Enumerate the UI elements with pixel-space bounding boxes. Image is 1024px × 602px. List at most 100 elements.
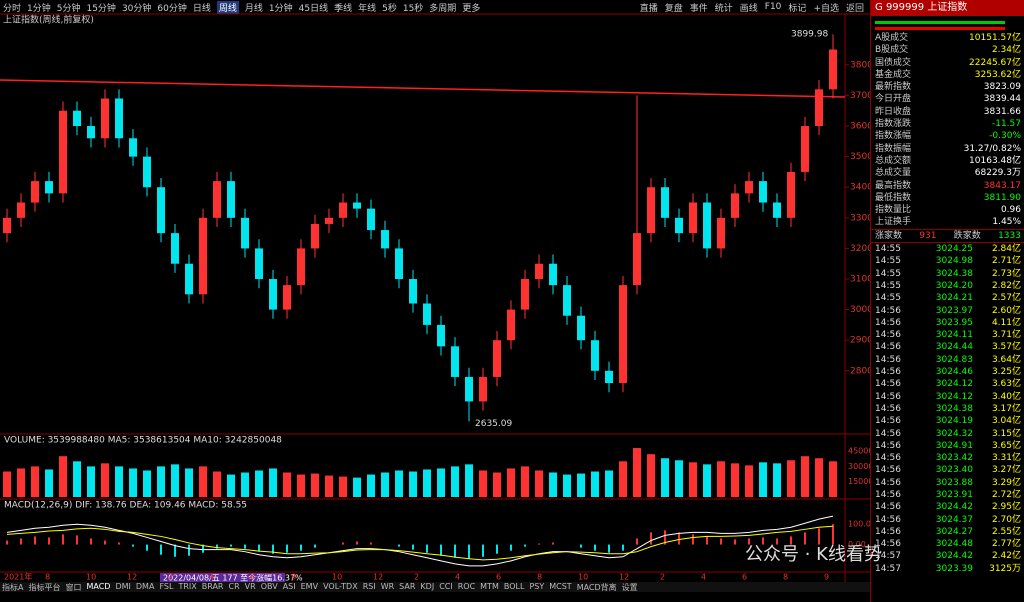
tab[interactable]: MTM bbox=[480, 582, 499, 591]
tick-row: 14:56 3023.91 2.72亿 bbox=[871, 489, 1024, 501]
tab[interactable]: SAR bbox=[399, 582, 416, 591]
tick-time: 14:55 bbox=[875, 293, 901, 304]
volume-bar bbox=[367, 474, 375, 497]
tool-button[interactable]: +自选 bbox=[813, 3, 839, 14]
period-button[interactable]: 季线 bbox=[334, 3, 353, 14]
tab[interactable]: PSY bbox=[529, 582, 545, 591]
tick-row: 14:56 3024.46 3.25亿 bbox=[871, 366, 1024, 378]
tab[interactable]: DMA bbox=[135, 582, 155, 591]
tick-volume: 4.11亿 bbox=[991, 317, 1021, 328]
candle-body bbox=[353, 202, 361, 209]
volume-bar bbox=[773, 463, 781, 497]
period-button[interactable]: 30分钟 bbox=[121, 3, 152, 14]
period-button[interactable]: 5秒 bbox=[382, 3, 397, 14]
tool-button[interactable]: 事件 bbox=[689, 3, 708, 14]
tick-volume: 2.60亿 bbox=[991, 305, 1021, 316]
period-button[interactable]: 年线 bbox=[358, 3, 377, 14]
tick-price: 3024.21 bbox=[935, 293, 973, 304]
candle-body bbox=[717, 217, 725, 249]
tab[interactable]: VR bbox=[244, 582, 256, 591]
tick-volume: 3.40亿 bbox=[991, 391, 1021, 402]
candle-body bbox=[801, 126, 809, 172]
stat-value: 1.45% bbox=[992, 217, 1021, 228]
tool-button[interactable]: 统计 bbox=[714, 3, 733, 14]
stat-value: 10151.57亿 bbox=[969, 33, 1021, 43]
period-button[interactable]: 周线 bbox=[216, 0, 239, 14]
period-button[interactable]: 分时 bbox=[3, 3, 22, 14]
tab[interactable]: CR bbox=[228, 582, 240, 591]
period-button[interactable]: 月线 bbox=[244, 3, 263, 14]
period-button[interactable]: 更多 bbox=[462, 3, 481, 14]
tool-button[interactable]: F10 bbox=[764, 2, 782, 12]
tab[interactable]: BOLL bbox=[503, 582, 525, 591]
stat-value: 10163.48亿 bbox=[969, 155, 1021, 166]
volume-tick-label: 15000 bbox=[848, 477, 870, 486]
stat-row: B股成交 2.34亿 bbox=[871, 44, 1024, 56]
volume-bar bbox=[479, 470, 487, 497]
dif-line bbox=[6, 515, 834, 567]
x-tick-label: 8 bbox=[783, 573, 788, 582]
tick-price: 3024.11 bbox=[935, 330, 973, 341]
stat-value: 31.27/0.82% bbox=[963, 143, 1021, 154]
period-button[interactable]: 60分钟 bbox=[157, 3, 187, 14]
tab[interactable]: RSI bbox=[362, 582, 376, 591]
candle-body bbox=[563, 285, 571, 316]
period-button[interactable]: 日线 bbox=[192, 3, 211, 14]
period-button[interactable]: 5分钟 bbox=[56, 3, 81, 14]
period-button[interactable]: 15分钟 bbox=[86, 3, 116, 14]
tab[interactable]: OBV bbox=[260, 582, 278, 591]
tick-price: 3024.46 bbox=[935, 367, 973, 378]
tick-volume: 2.95亿 bbox=[991, 502, 1021, 513]
tab[interactable]: EMV bbox=[300, 582, 319, 591]
period-button[interactable]: 1分钟 bbox=[268, 3, 293, 14]
tool-button[interactable]: 直播 bbox=[639, 3, 658, 14]
period-button[interactable]: 45日线 bbox=[298, 3, 329, 14]
period-button[interactable]: 15秒 bbox=[402, 3, 424, 14]
volume-bar bbox=[45, 469, 53, 497]
tab[interactable]: MACD背离 bbox=[576, 583, 617, 592]
candle-body bbox=[129, 138, 137, 157]
tab[interactable]: ROC bbox=[457, 582, 476, 591]
volume-bar bbox=[717, 461, 725, 497]
candle-body bbox=[157, 187, 165, 234]
tab[interactable]: FSL bbox=[159, 582, 174, 591]
tab[interactable]: BRAR bbox=[201, 582, 224, 591]
y-tick-label: 3200 bbox=[850, 244, 870, 254]
volume-bar bbox=[17, 468, 25, 497]
candle-body bbox=[577, 315, 585, 341]
tab[interactable]: DMI bbox=[115, 582, 131, 591]
tab[interactable]: MACD bbox=[86, 582, 111, 591]
tab[interactable]: CCI bbox=[439, 582, 453, 591]
tab[interactable]: WR bbox=[380, 582, 395, 591]
y-tick-label: 3700 bbox=[850, 91, 870, 101]
tool-button[interactable]: 画线 bbox=[739, 3, 758, 14]
period-button[interactable]: 多周期 bbox=[429, 3, 457, 14]
volume-bar bbox=[73, 461, 81, 497]
volume-bar bbox=[605, 470, 613, 497]
candle-body bbox=[339, 202, 347, 218]
tick-row: 14:56 3024.44 3.57亿 bbox=[871, 341, 1024, 353]
stat-label: A股成交 bbox=[875, 33, 909, 43]
tick-row: 14:56 3024.11 3.71亿 bbox=[871, 329, 1024, 341]
tab[interactable]: 窗口 bbox=[65, 583, 82, 592]
stat-value: 3253.62亿 bbox=[974, 69, 1021, 80]
tool-button[interactable]: 标记 bbox=[788, 3, 807, 14]
volume-bar bbox=[451, 466, 459, 497]
tab[interactable]: ASI bbox=[282, 582, 296, 591]
tab[interactable]: VOL-TDX bbox=[323, 582, 358, 591]
tool-button[interactable]: 返回 bbox=[845, 3, 864, 14]
period-button[interactable]: 1分钟 bbox=[27, 3, 51, 14]
tab[interactable]: 设置 bbox=[621, 583, 638, 592]
tab[interactable]: 指标A bbox=[2, 583, 24, 592]
tool-button[interactable]: 复盘 bbox=[664, 3, 683, 14]
volume-bar bbox=[549, 472, 557, 497]
tab[interactable]: TRIX bbox=[178, 582, 197, 591]
tab[interactable]: KDJ bbox=[420, 582, 435, 591]
quote-header: G 999999 上证指数 bbox=[871, 0, 1024, 16]
tick-price: 3023.88 bbox=[935, 477, 973, 488]
tab[interactable]: 指标平台 bbox=[28, 583, 61, 592]
tab[interactable]: MCST bbox=[549, 582, 572, 591]
chart-title: 上证指数(周线,前复权) bbox=[3, 14, 94, 26]
volume-label: VOLUME: 3539988480 MA5: 3538613504 MA10:… bbox=[4, 436, 282, 446]
tick-time: 14:56 bbox=[875, 354, 901, 365]
